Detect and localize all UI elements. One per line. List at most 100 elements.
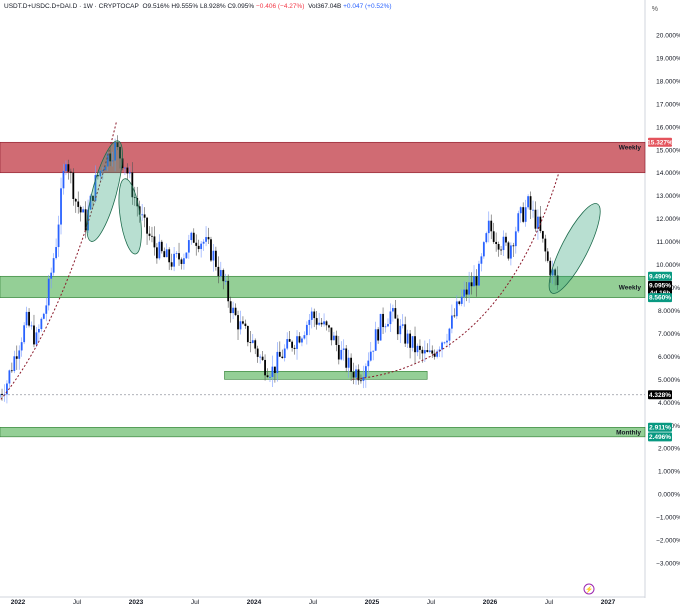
candle-body <box>377 329 380 341</box>
candle-body <box>190 232 193 241</box>
candle-body <box>411 336 414 348</box>
candle-body <box>259 356 262 358</box>
candle-body <box>119 147 121 159</box>
candle-body <box>544 238 547 252</box>
candle-body <box>205 237 207 242</box>
candle-body <box>416 345 419 353</box>
price-tag-bg <box>648 422 672 432</box>
zone-0 <box>0 141 646 174</box>
candle-body <box>153 236 156 248</box>
candle-body <box>33 325 35 345</box>
candle-body <box>133 197 136 199</box>
candle-body <box>497 244 500 250</box>
candle-body <box>423 350 426 354</box>
y-tick-label: 17.000% <box>656 101 680 108</box>
candle-body <box>264 359 266 376</box>
candle-body <box>522 207 525 222</box>
candle-body <box>121 158 124 169</box>
candle-body <box>106 153 109 167</box>
candle-body <box>323 321 325 325</box>
high-value: H9.555% <box>171 3 199 10</box>
alert-bolt-glyph: ⚡ <box>585 586 593 594</box>
candle-body <box>495 241 498 245</box>
candle-body <box>239 321 242 330</box>
candle-body <box>389 311 392 325</box>
candle-body <box>52 258 55 273</box>
candle-body <box>163 251 166 258</box>
candle-body <box>391 308 394 312</box>
price-tag-bg <box>648 432 672 442</box>
candle-body <box>40 318 43 330</box>
candle-body <box>202 241 205 244</box>
candle-body <box>65 164 67 172</box>
candle-body <box>455 301 458 317</box>
candle-body <box>524 207 527 222</box>
candle-body <box>293 347 296 349</box>
candle-body <box>485 233 488 243</box>
candle-body <box>384 326 387 328</box>
candle-body <box>450 315 453 329</box>
candle-body <box>387 324 389 327</box>
y-tick-label: 20.000% <box>656 33 680 40</box>
y-tick-label: 12.000% <box>656 216 680 223</box>
candle-body <box>514 231 517 247</box>
candle-body <box>94 175 97 201</box>
candle-body <box>419 345 421 350</box>
candle-body <box>332 335 335 341</box>
x-tick-label: Jul <box>73 599 82 606</box>
candle-body <box>170 262 173 267</box>
candle-body <box>229 301 232 314</box>
candle-body <box>104 166 107 171</box>
y-tick-label: 6.000% <box>658 354 680 361</box>
candle-body <box>519 207 522 214</box>
candle-body <box>158 241 161 259</box>
candle-body <box>345 348 348 368</box>
candle-body <box>399 325 402 335</box>
candle-body <box>192 232 195 243</box>
candle-body <box>256 348 259 357</box>
candle-body <box>224 280 227 282</box>
candle-body <box>55 247 58 259</box>
price-tag-text: 8.560% <box>649 295 671 302</box>
candle-body <box>374 329 377 351</box>
candle-body <box>72 172 75 199</box>
candle-body <box>436 351 439 357</box>
candle-body <box>160 241 163 252</box>
percent-scale-button[interactable]: % <box>651 6 658 13</box>
open-value: O9.516% <box>142 3 170 10</box>
y-tick-label: 7.000% <box>658 331 680 338</box>
candle-body <box>367 360 370 367</box>
y-tick-label: 14.000% <box>656 170 680 177</box>
alert-bolt-icon <box>583 583 595 595</box>
zone-2 <box>224 371 428 380</box>
y-tick-label: 13.000% <box>656 193 680 200</box>
candle-body <box>148 233 151 236</box>
zone-label-0: Weekly <box>619 144 642 151</box>
candle-body <box>197 245 200 250</box>
candle-body <box>527 196 530 208</box>
y-tick-label: 10.000% <box>656 262 680 269</box>
symbol-legend: USDT.D+USDC.D+DAI.D · 1W · CRYPTOCAP O9.… <box>4 3 392 10</box>
candle-body <box>337 344 340 360</box>
candle-body <box>13 356 16 372</box>
candle-body <box>212 250 215 261</box>
x-tick-label: Jul <box>191 599 200 606</box>
y-tick-label: 4.000% <box>658 400 680 407</box>
price-tag-bg <box>648 293 672 303</box>
candle-body <box>315 318 318 325</box>
candle-body <box>288 339 291 342</box>
candle-body <box>446 340 448 343</box>
symbol-name[interactable]: USDT.D+USDC.D+DAI.D · 1W · CRYPTOCAP <box>4 3 139 10</box>
candle-body <box>219 270 222 277</box>
x-tick-label: 2022 <box>11 599 26 606</box>
candle-body <box>77 201 80 207</box>
candle-body <box>487 220 490 234</box>
candle-body <box>82 209 85 213</box>
candle-body <box>45 305 48 314</box>
candle-body <box>266 375 269 377</box>
candle-body <box>251 340 254 343</box>
y-tick-label: −3.000% <box>656 561 680 568</box>
candle-body <box>232 307 235 314</box>
candle-body <box>301 338 303 343</box>
